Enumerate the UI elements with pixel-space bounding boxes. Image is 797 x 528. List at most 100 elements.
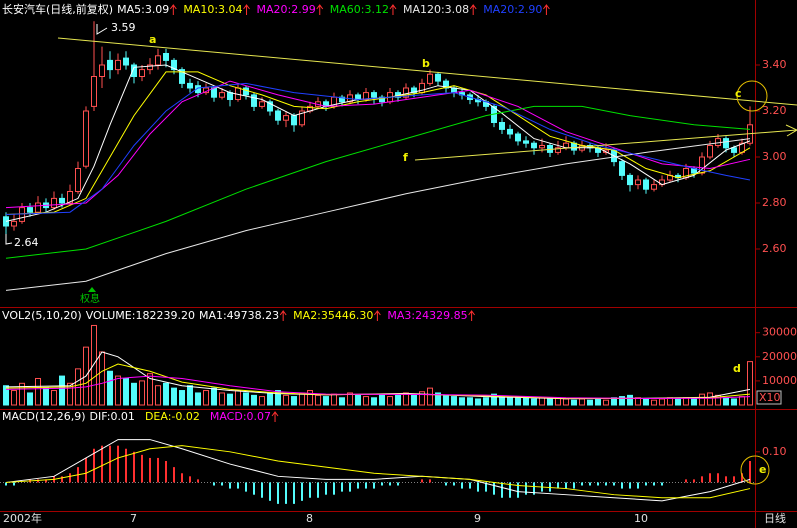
volume-bar — [499, 396, 505, 406]
legend-entry: MA3:24329.85 — [387, 309, 467, 322]
legend-entry: MA20:2.99 — [257, 3, 316, 16]
candle-body — [163, 53, 169, 61]
candle-body — [227, 92, 233, 100]
candle-body — [379, 96, 385, 103]
y-tick-label: 10000 — [762, 374, 797, 387]
legend-entry: MA60:3.12 — [330, 3, 389, 16]
period-label: 日线 — [764, 511, 786, 525]
volume-bar — [675, 398, 681, 406]
candle-body — [443, 80, 449, 89]
volume-bar — [571, 399, 577, 406]
legend-entry: MA2:35446.30 — [293, 309, 373, 322]
y-tick-label: 20000 — [762, 350, 797, 363]
candle-body — [603, 149, 609, 153]
trend-lines — [57, 37, 797, 485]
trend-line — [57, 37, 797, 106]
trend-arrow — [271, 411, 279, 422]
candle-body — [171, 59, 177, 71]
candle-body — [507, 128, 513, 135]
trend-arrow — [389, 4, 397, 15]
indicator-line — [5, 445, 751, 499]
trend-arrow — [373, 310, 381, 321]
volume-bar — [539, 397, 545, 406]
volume-bar — [651, 399, 657, 406]
panel-title: 长安汽车(日线,前复权) — [2, 2, 113, 16]
volume-bar — [371, 397, 377, 406]
trend-arrow — [468, 310, 476, 321]
candle-body — [651, 184, 657, 190]
annotations: a b c f d e — [149, 33, 766, 476]
legend-entry: MA120:3.08 — [403, 3, 469, 16]
volume-bar — [731, 398, 737, 406]
volume-bar — [51, 390, 57, 406]
candle-body — [419, 82, 425, 94]
volume-bar — [195, 392, 201, 406]
annotation: a — [149, 33, 156, 46]
volume-bar — [331, 393, 337, 406]
volume-bar — [147, 373, 153, 406]
trend-arrow — [243, 4, 250, 15]
candle-body — [11, 220, 17, 227]
candle-body — [91, 76, 97, 107]
volume-bar — [507, 397, 513, 406]
indicator-line — [5, 82, 751, 215]
volume-bar — [699, 393, 705, 406]
candle-body — [291, 115, 297, 126]
volume-bar — [211, 387, 217, 406]
unit-label: X10 — [759, 391, 781, 404]
volume-bar — [27, 392, 33, 406]
annotation: b — [422, 57, 430, 70]
candle-body — [531, 142, 537, 149]
annotation: c — [735, 87, 742, 100]
volume-bar — [139, 380, 145, 406]
volume-bar — [523, 397, 529, 406]
legend-entry: DIF:0.01 — [90, 410, 135, 423]
candle-body — [339, 96, 345, 103]
volume-bar — [219, 392, 225, 406]
legend-entry: MA20:2.90 — [483, 3, 542, 16]
candle-body — [299, 110, 305, 126]
candle-body — [179, 69, 185, 84]
volume-bar — [123, 377, 129, 406]
volume-bar — [419, 391, 425, 406]
trend-arrow — [316, 4, 324, 15]
candle-body — [251, 94, 257, 107]
candle-body — [243, 87, 249, 96]
candle-body — [99, 64, 105, 77]
y-tick-label: 3.40 — [762, 58, 787, 71]
volume-bar — [683, 397, 689, 406]
unit-box — [756, 390, 782, 405]
volume-bar — [307, 390, 313, 406]
indicator-line — [5, 375, 751, 399]
candle-body — [411, 87, 417, 94]
candle-body — [363, 92, 369, 100]
volume-bar — [475, 398, 481, 406]
volume-bar — [235, 390, 241, 406]
volume-bar — [99, 351, 105, 406]
candle-body — [139, 69, 145, 77]
volume-bar — [579, 398, 585, 406]
annotation: f — [403, 151, 408, 164]
high-pointer — [96, 24, 108, 35]
candle-body — [283, 115, 289, 121]
volume-bar — [11, 390, 17, 406]
legend-entry: DEA:-0.02 — [145, 410, 200, 423]
candle-body — [571, 142, 577, 151]
candle-body — [187, 82, 193, 89]
volume-bar — [379, 393, 385, 406]
x-tick-label: 8 — [306, 512, 313, 525]
volume-bar — [563, 398, 569, 406]
trend-arrow — [469, 4, 477, 15]
highlight-circle — [736, 80, 768, 112]
volume-bar — [291, 396, 297, 406]
candle-body — [731, 147, 737, 153]
volume-bar — [283, 394, 289, 406]
volume-bar — [723, 397, 729, 406]
candle-body — [435, 73, 441, 82]
volume-bar — [243, 392, 249, 406]
low-pointer — [5, 234, 13, 245]
low-label: 2.64 — [14, 236, 39, 249]
y-tick-label: 0.10 — [762, 445, 787, 458]
